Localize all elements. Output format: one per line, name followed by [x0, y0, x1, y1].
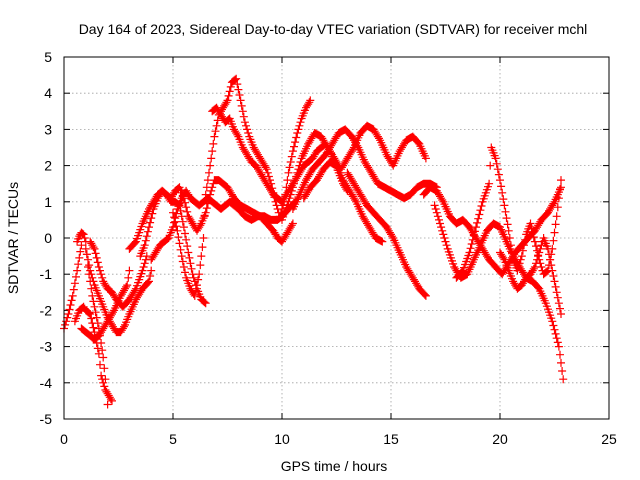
y-tick-label: 5 [44, 49, 52, 65]
series-arc-e [81, 244, 156, 337]
data-point-markers [81, 244, 156, 337]
series-arc-s [496, 234, 565, 318]
y-axis-label: SDTVAR / TECUs [5, 182, 21, 294]
series-arc-q [430, 201, 568, 384]
y-tick-labels: -5 -4 -3 -2 -1 0 1 2 3 4 5 [40, 49, 53, 427]
x-tick-labels: 0 5 10 15 20 25 [60, 431, 617, 447]
y-tick-label: 3 [44, 121, 52, 137]
data-point-markers [430, 201, 568, 384]
x-tick-label: 10 [274, 431, 290, 447]
series-arc-h [136, 186, 210, 308]
series-arc-o [343, 168, 430, 300]
y-tick-label: 1 [44, 194, 52, 210]
series-arc-n [299, 158, 387, 246]
y-tick-label: -2 [40, 302, 53, 318]
data-point-markers [343, 168, 430, 300]
data-point-markers [86, 237, 151, 311]
series-arc-m [288, 125, 441, 213]
data-point-markers [496, 234, 565, 318]
plot-frame [63, 56, 610, 420]
data-marks [60, 74, 568, 409]
data-point-markers [299, 158, 387, 246]
x-axis-label: GPS time / hours [281, 458, 388, 474]
y-tick-label: 0 [44, 230, 52, 246]
y-tick-label: -5 [40, 411, 53, 427]
y-tick-label: -4 [40, 375, 53, 391]
x-tick-label: 20 [492, 431, 508, 447]
y-tick-label: -1 [40, 266, 53, 282]
x-tick-label: 0 [60, 431, 68, 447]
data-point-markers [136, 186, 210, 308]
data-point-markers [288, 125, 441, 213]
x-tick-label: 25 [601, 431, 617, 447]
series-arc-f [86, 237, 151, 311]
y-tick-label: 4 [44, 85, 52, 101]
x-tick-label: 15 [383, 431, 399, 447]
chart-title: Day 164 of 2023, Sidereal Day-to-day VTE… [79, 21, 588, 37]
y-tick-label: -3 [40, 339, 53, 355]
x-tick-label: 5 [169, 431, 177, 447]
y-tick-label: 2 [44, 158, 52, 174]
